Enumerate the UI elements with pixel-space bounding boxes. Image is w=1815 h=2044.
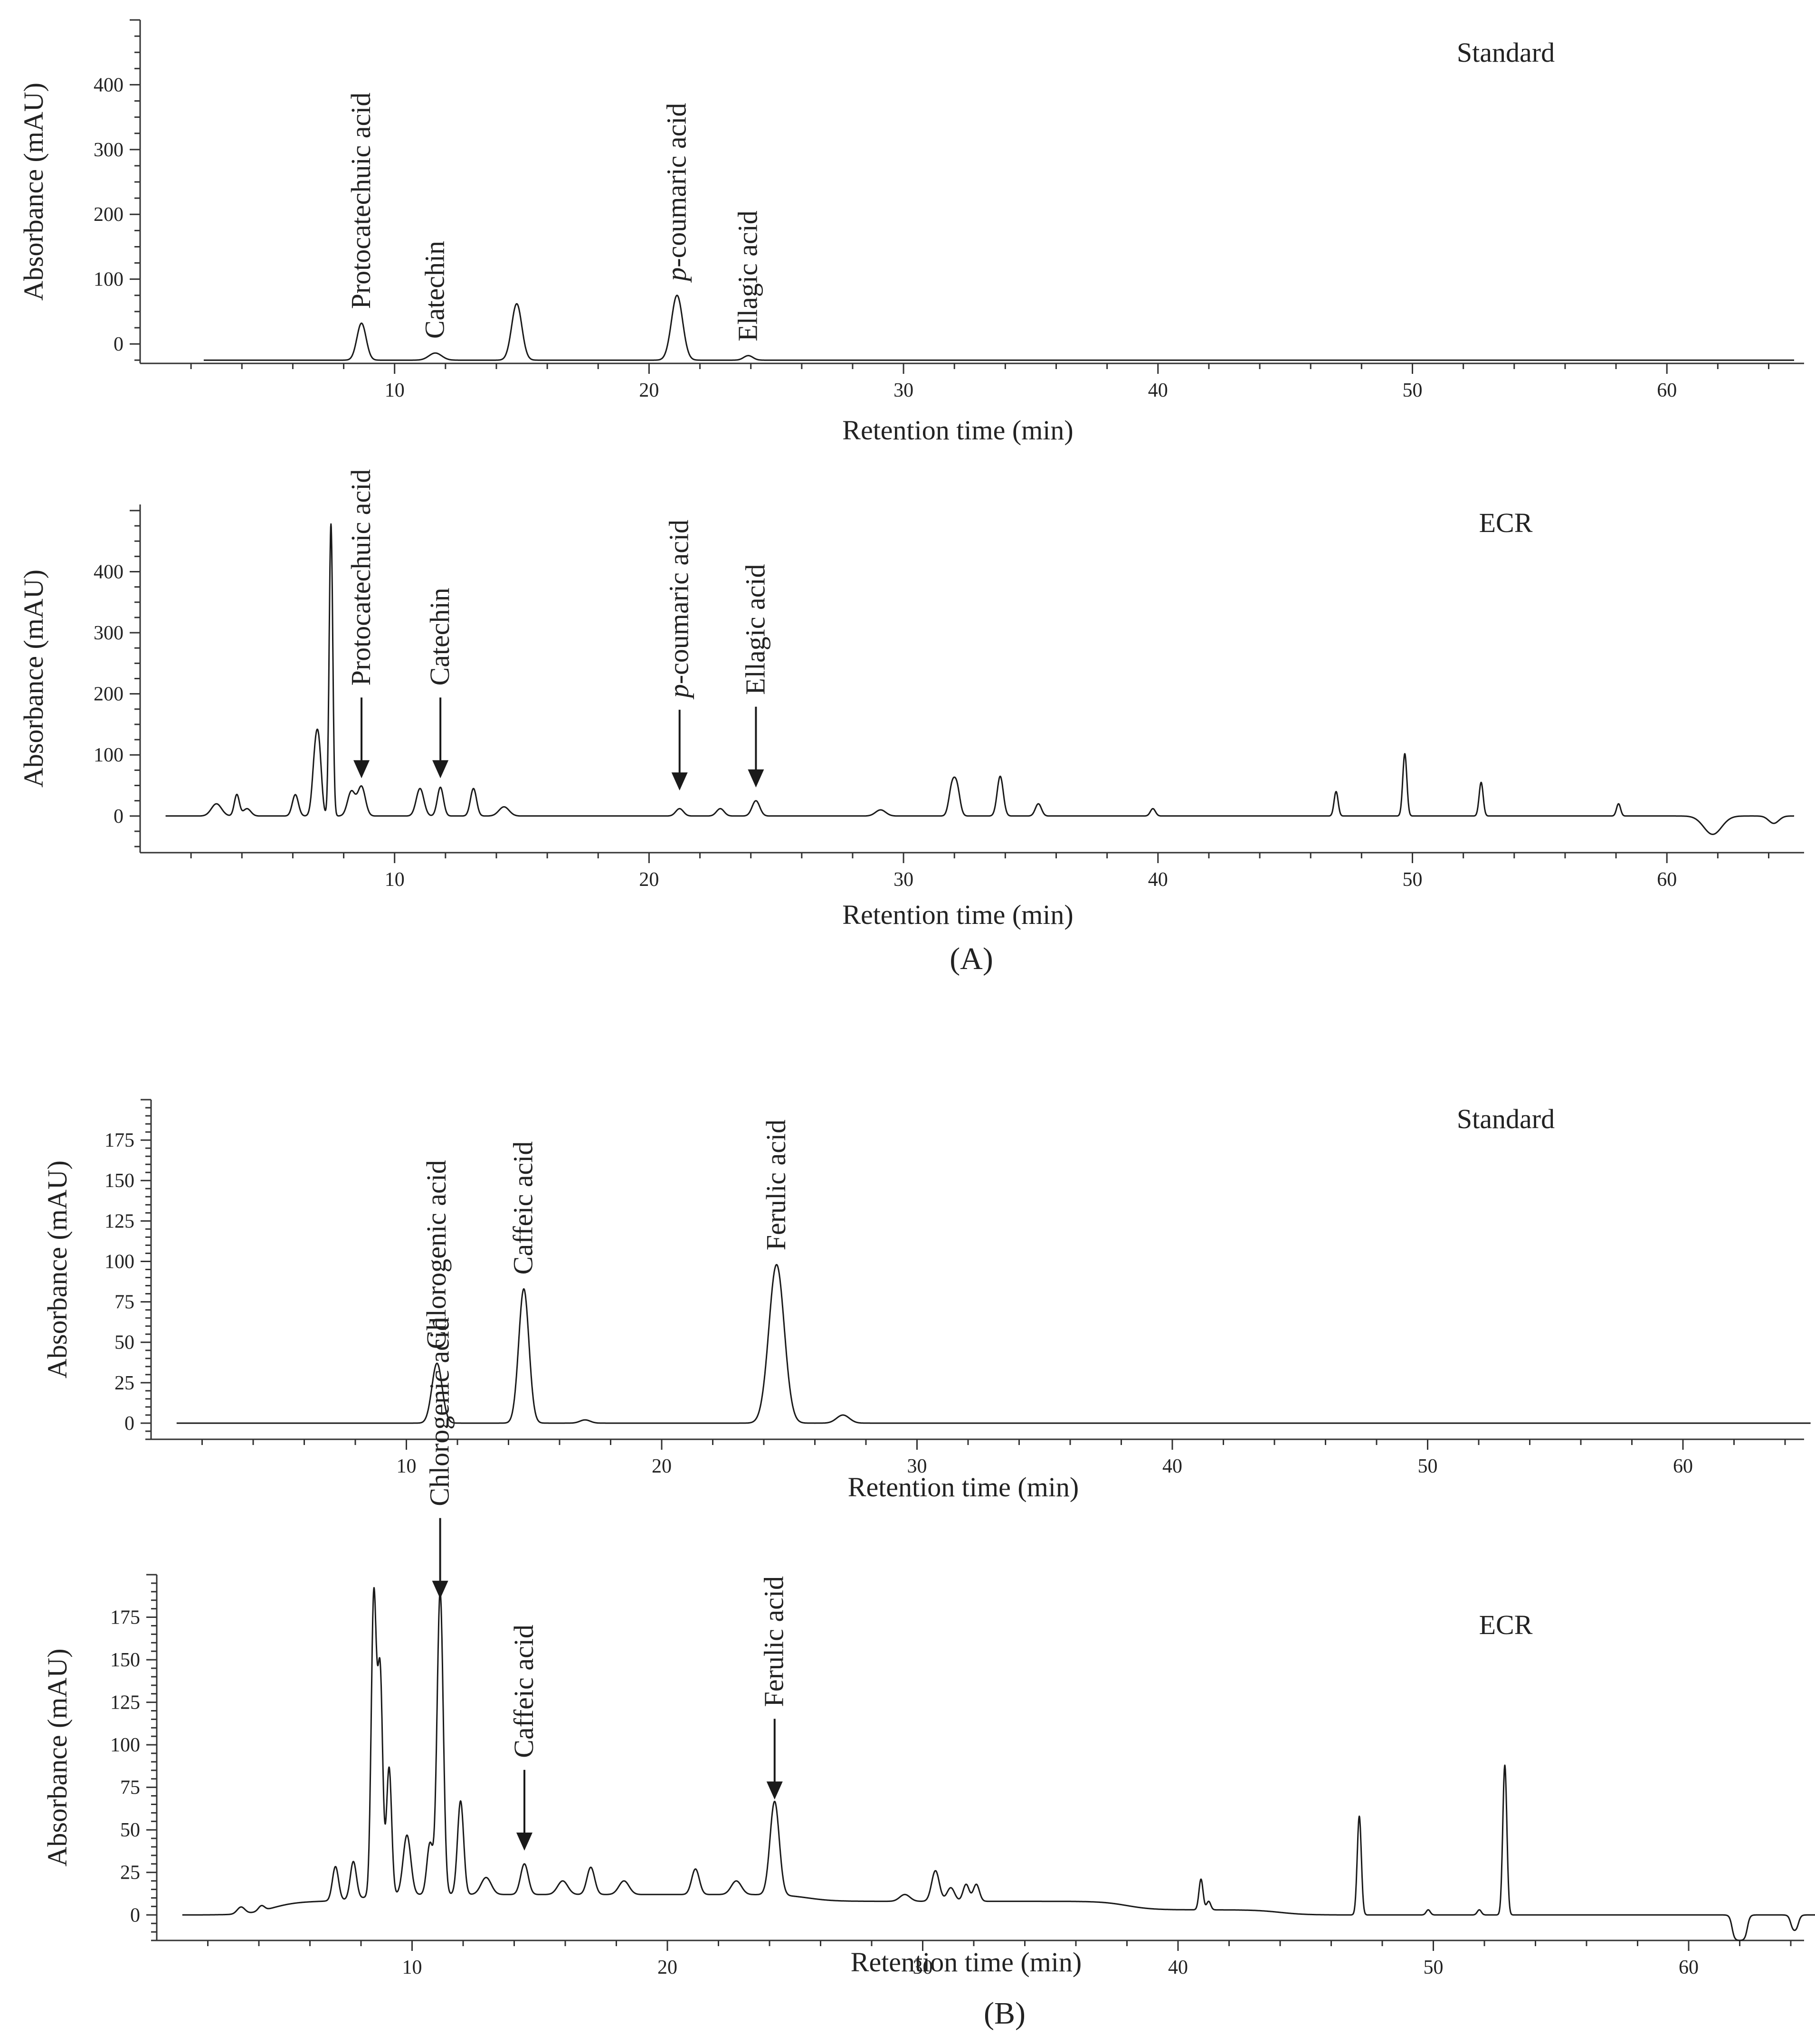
x-tick-label: 20 [652, 1455, 672, 1477]
sample-label: ECR [1479, 507, 1533, 538]
x-tick-label: 20 [657, 1957, 677, 1978]
x-tick-label: 40 [1148, 380, 1168, 401]
peak-label: p-coumaric acid [664, 520, 694, 700]
x-tick-label: 40 [1162, 1455, 1182, 1477]
peak-label: Ferulic acid [760, 1120, 791, 1250]
x-axis-title: Retention time (min) [842, 415, 1073, 446]
y-tick-label: 175 [105, 1130, 134, 1151]
y-tick-label: 125 [105, 1210, 134, 1232]
y-tick-label: 175 [110, 1607, 140, 1629]
chart-b-ecr: 10 20 30 40 50 600255075100125150175Retention… [42, 1317, 1815, 1978]
y-tick-label: 0 [130, 1904, 140, 1926]
panel-caption-a: (A) [950, 941, 993, 976]
annotation-arrow-head [432, 1580, 448, 1599]
y-tick-label: 0 [124, 1413, 134, 1435]
x-axis-title: Retention time (min) [851, 1947, 1082, 1977]
x-tick-label: 10 [397, 1455, 417, 1477]
x-tick-label: 60 [1673, 1455, 1693, 1477]
y-tick-label: 100 [94, 269, 124, 291]
peak-label: Protocatechuic acid [345, 469, 376, 686]
sample-label: Standard [1457, 37, 1555, 68]
annotation-arrow-head [353, 760, 370, 779]
annotation-arrow-head [766, 1781, 783, 1800]
y-tick-label: 400 [94, 74, 124, 96]
annotation-arrow-head [671, 772, 688, 791]
y-tick-label: 100 [105, 1251, 134, 1273]
y-tick-label: 125 [110, 1692, 140, 1714]
x-tick-label: 50 [1403, 380, 1423, 401]
x-tick-label: 30 [893, 380, 913, 401]
panel-caption-b: (B) [984, 1996, 1026, 2031]
y-tick-label: 25 [120, 1862, 140, 1884]
peak-label: Catechin [424, 588, 455, 685]
y-tick-label: 0 [114, 333, 124, 355]
peak-label: Ferulic acid [759, 1576, 789, 1707]
x-tick-label: 10 [385, 869, 405, 891]
x-tick-label: 50 [1418, 1455, 1438, 1477]
peak-label: Chlorogenic acid [424, 1317, 455, 1506]
peak-label: Catechin [419, 241, 450, 339]
x-tick-label: 60 [1657, 869, 1677, 891]
peak-label: Protocatechuic acid [345, 93, 376, 309]
y-tick-label: 300 [94, 139, 124, 161]
x-tick-label: 60 [1679, 1957, 1699, 1978]
y-tick-label: 50 [114, 1332, 134, 1354]
y-tick-label: 400 [94, 561, 124, 583]
chromatogram-trace [176, 1264, 1811, 1424]
x-axis-title: Retention time (min) [848, 1472, 1079, 1502]
chart-a-standard: 10 20 30 40 50 60 0 100 200 300 400 Retention time … [18, 19, 1804, 446]
y-tick-label: 0 [114, 806, 124, 827]
y-tick-label: 25 [114, 1372, 134, 1394]
y-tick-label: 75 [120, 1777, 140, 1799]
peak-label: Caffeic acid [508, 1625, 539, 1758]
x-tick-label: 10 [402, 1957, 422, 1978]
peak-label: Ellagic acid [732, 210, 763, 341]
x-tick-label: 40 [1148, 869, 1168, 891]
peak-label: Caffeic acid [508, 1141, 539, 1275]
y-tick-label: 50 [120, 1819, 140, 1841]
y-tick-label: 150 [105, 1170, 134, 1192]
y-tick-label: 300 [94, 622, 124, 644]
x-axis-title: Retention time (min) [842, 899, 1073, 930]
y-axis-title: Absorbance (mAU) [18, 570, 49, 788]
x-tick-label: 10 [385, 380, 405, 401]
y-axis-title: Absorbance (mAU) [18, 83, 49, 301]
x-tick-label: 20 [639, 869, 659, 891]
y-tick-label: 75 [114, 1292, 134, 1313]
annotation-arrow-head [516, 1832, 532, 1851]
sample-label: ECR [1479, 1609, 1533, 1640]
peak-label: Ellagic acid [740, 564, 770, 694]
x-tick-label: 50 [1424, 1957, 1444, 1978]
x-tick-label: 20 [639, 380, 659, 401]
annotation-arrow-head [748, 769, 764, 788]
x-tick-label: 60 [1657, 380, 1677, 401]
sample-label: Standard [1457, 1103, 1555, 1134]
y-axis-title: Absorbance (mAU) [42, 1160, 73, 1379]
chromatogram-trace [203, 295, 1795, 361]
annotation-arrow-head [432, 760, 449, 779]
x-tick-label: 40 [1168, 1957, 1188, 1978]
x-tick-label: 30 [893, 869, 913, 891]
y-tick-label: 200 [94, 204, 124, 226]
y-tick-label: 100 [110, 1734, 140, 1756]
x-tick-label: 50 [1403, 869, 1423, 891]
peak-label: Chlorogenic acid [421, 1160, 452, 1349]
peak-label: p-coumaric acid [661, 103, 692, 283]
chart-a-ecr: 10 20 30 40 50 60 0 100 200 300 400 Retention time … [18, 469, 1804, 930]
x-tick-label: 30 [907, 1455, 927, 1477]
y-tick-label: 200 [94, 684, 124, 705]
chromatogram-trace [181, 1587, 1815, 1941]
y-tick-label: 150 [110, 1649, 140, 1671]
chromatogram-trace [165, 523, 1795, 835]
y-tick-label: 100 [94, 744, 124, 766]
chart-b-standard: 10 20 30 40 50 60 0 25 50 75 100 125 150 175 Retention… [42, 1099, 1811, 1502]
x-tick-label: 30 [913, 1957, 933, 1978]
y-axis-title: Absorbance (mAU) [42, 1648, 73, 1866]
